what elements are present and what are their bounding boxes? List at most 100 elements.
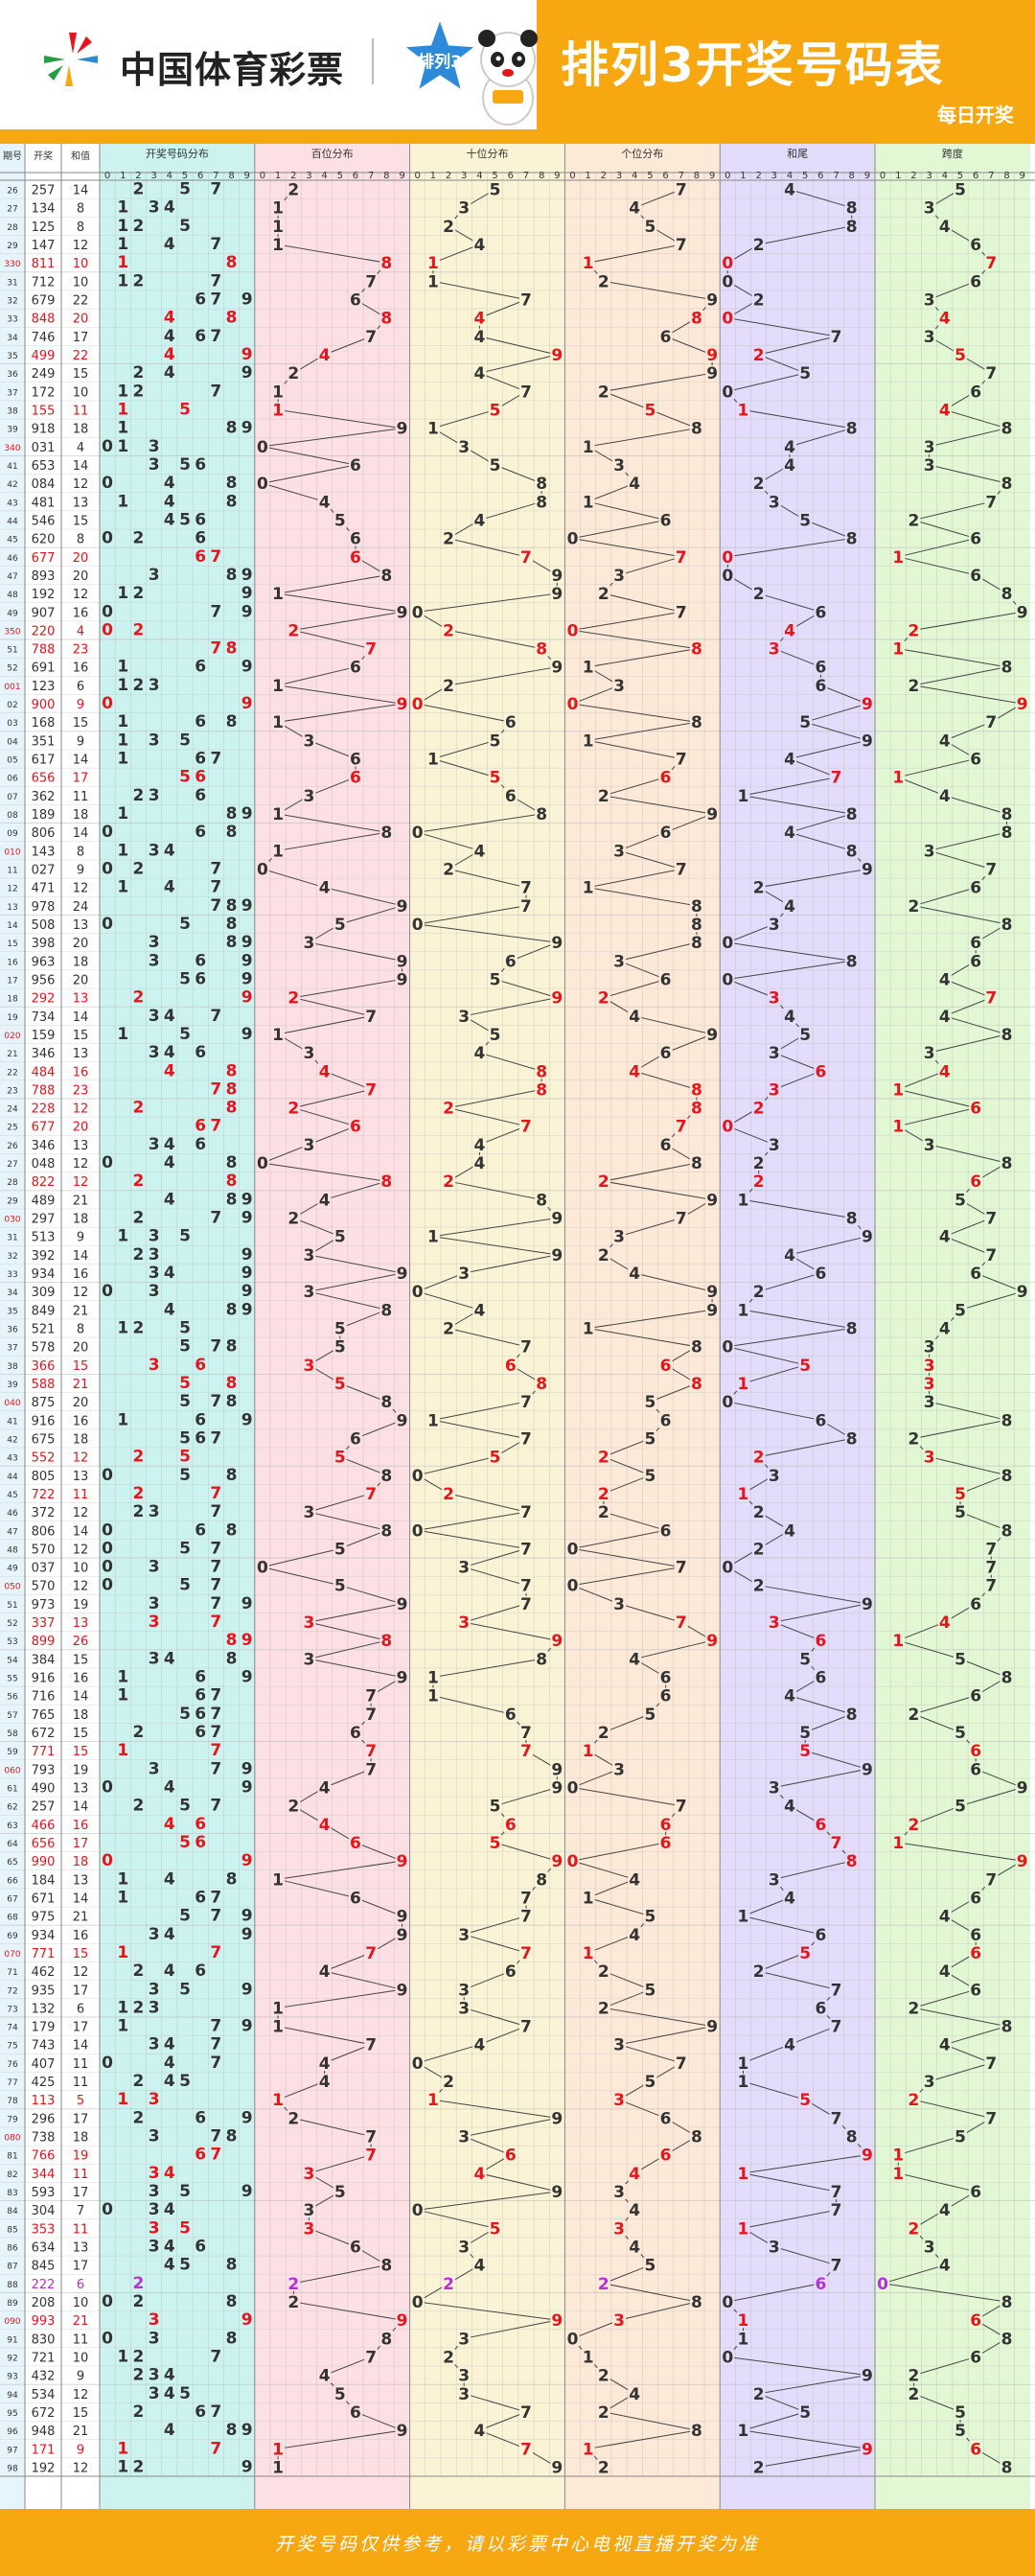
trend-digit-backdrop bbox=[751, 476, 766, 492]
digit-header-label: 8 bbox=[539, 171, 544, 181]
distribution-digit: 3 bbox=[149, 1264, 160, 1283]
issue-cell: 37 bbox=[7, 388, 17, 398]
distribution-digit: 4 bbox=[164, 2054, 175, 2073]
trend-digit-backdrop bbox=[380, 255, 394, 271]
issue-cell: 05 bbox=[7, 756, 17, 766]
sum-cell: 16 bbox=[73, 1672, 89, 1686]
hundreds-digit: 6 bbox=[350, 2403, 361, 2423]
distribution-digit: 4 bbox=[164, 1043, 175, 1062]
number-cell: 048 bbox=[32, 1157, 56, 1172]
trend-digit-backdrop bbox=[814, 1265, 828, 1282]
units-digit: 1 bbox=[583, 659, 594, 678]
trend-digit-backdrop bbox=[767, 1081, 781, 1098]
tens-digit: 7 bbox=[520, 897, 532, 917]
hundreds-digit: 9 bbox=[397, 2311, 408, 2331]
distribution-digit: 7 bbox=[210, 1943, 221, 1962]
digit-header-label: 4 bbox=[167, 171, 172, 181]
trend-digit-backdrop bbox=[364, 2036, 379, 2053]
distribution-digit: 3 bbox=[149, 437, 160, 456]
trend-digit-backdrop bbox=[317, 347, 332, 363]
span-digit: 6 bbox=[970, 1889, 981, 1908]
trend-digit-backdrop bbox=[891, 1081, 906, 1098]
distribution-digit: 0 bbox=[102, 620, 113, 639]
distribution-digit: 2 bbox=[133, 529, 145, 548]
digit-header-label: 1 bbox=[275, 171, 281, 181]
distribution-digit: 8 bbox=[226, 1153, 238, 1172]
distribution-digit: 7 bbox=[210, 2402, 221, 2422]
sum-tail-digit: 1 bbox=[738, 2311, 749, 2331]
tens-digit: 7 bbox=[520, 548, 532, 568]
span-digit: 6 bbox=[970, 2348, 981, 2367]
sum-tail-digit: 9 bbox=[862, 1228, 873, 1247]
sum-tail-digit: 7 bbox=[831, 2183, 842, 2202]
number-header: 开奖 bbox=[34, 150, 53, 162]
distribution-digit: 2 bbox=[133, 2457, 145, 2476]
tens-digit: 2 bbox=[443, 1320, 454, 1339]
sum-cell: 11 bbox=[73, 2057, 89, 2072]
issue-cell: 74 bbox=[7, 2024, 18, 2033]
distribution-digit: 8 bbox=[226, 1337, 238, 1357]
sum-cell: 6 bbox=[77, 2002, 84, 2016]
sum-tail-digit: 3 bbox=[769, 1467, 780, 1486]
trend-digit-backdrop bbox=[628, 1871, 642, 1888]
issue-cell: 060 bbox=[4, 1766, 20, 1775]
distribution-digit: 9 bbox=[242, 1264, 253, 1283]
units-digit: 2 bbox=[598, 1962, 610, 1982]
trend-digit-backdrop bbox=[1000, 420, 1014, 436]
trend-digit-backdrop bbox=[380, 1394, 394, 1410]
sum-tail-digit: 8 bbox=[846, 1706, 858, 1725]
number-cell: 179 bbox=[32, 2021, 56, 2035]
units-digit: 4 bbox=[629, 1870, 640, 1890]
sum-tail-digit: 0 bbox=[722, 383, 733, 402]
number-cell: 570 bbox=[32, 1543, 56, 1557]
hundreds-digit: 1 bbox=[272, 713, 284, 732]
span-digit: 7 bbox=[985, 2109, 997, 2128]
trend-digit-backdrop bbox=[783, 751, 797, 767]
units-digit: 3 bbox=[613, 2219, 625, 2239]
tens-digit: 9 bbox=[551, 567, 563, 586]
span-digit: 8 bbox=[1001, 475, 1013, 494]
tens-digit: 7 bbox=[520, 2440, 532, 2459]
trend-digit-backdrop bbox=[969, 383, 983, 400]
issue-cell: 62 bbox=[7, 1803, 17, 1813]
span-digit: 1 bbox=[892, 548, 904, 568]
sum-cell: 15 bbox=[73, 367, 89, 382]
tens-digit: 9 bbox=[551, 585, 563, 604]
issue-cell: 35 bbox=[7, 352, 17, 361]
span-digit: 3 bbox=[924, 842, 935, 861]
distribution-digit: 7 bbox=[210, 1117, 221, 1136]
number-cell: 907 bbox=[32, 606, 56, 620]
units-digit: 3 bbox=[613, 567, 625, 586]
trend-digit-backdrop bbox=[472, 328, 487, 344]
sum-cell: 16 bbox=[73, 1065, 89, 1079]
issue-cell: 050 bbox=[4, 1583, 20, 1592]
trend-digit-backdrop bbox=[721, 273, 735, 290]
trend-digit-backdrop bbox=[953, 347, 967, 363]
tens-digit: 1 bbox=[427, 254, 439, 273]
distribution-digit: 9 bbox=[242, 1759, 253, 1778]
distribution-digit: 0 bbox=[102, 2329, 113, 2348]
units-digit: 3 bbox=[613, 1760, 625, 1779]
sum-tail-digit: 3 bbox=[769, 1870, 780, 1890]
trend-digit-backdrop bbox=[984, 1577, 999, 1593]
number-cell: 346 bbox=[32, 1047, 56, 1061]
number-cell: 634 bbox=[32, 2241, 56, 2256]
hundreds-digit: 6 bbox=[350, 659, 361, 678]
number-cell: 963 bbox=[32, 955, 56, 969]
distribution-digit: 9 bbox=[242, 584, 253, 603]
distribution-digit: 9 bbox=[242, 1980, 253, 1999]
sum-cell: 20 bbox=[73, 569, 89, 584]
span-digit: 5 bbox=[954, 181, 966, 200]
units-digit: 9 bbox=[706, 1191, 718, 1210]
units-digit: 7 bbox=[676, 2054, 687, 2074]
trend-digit-backdrop bbox=[907, 622, 921, 638]
issue-cell: 010 bbox=[4, 847, 20, 857]
tens-digit: 2 bbox=[443, 621, 454, 640]
trend-digit-backdrop bbox=[395, 1412, 409, 1428]
hundreds-digit: 6 bbox=[350, 456, 361, 476]
trend-digit-backdrop bbox=[783, 438, 797, 454]
issue-cell: 37 bbox=[7, 1344, 17, 1354]
trend-digit-backdrop bbox=[658, 971, 673, 987]
distribution-digit: 1 bbox=[117, 2017, 128, 2036]
sum-cell: 13 bbox=[73, 2241, 89, 2256]
